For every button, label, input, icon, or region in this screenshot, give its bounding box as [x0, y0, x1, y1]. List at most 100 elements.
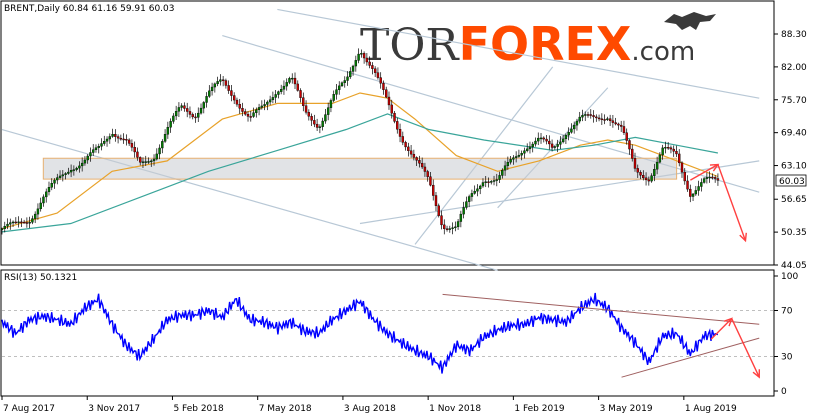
- y-tick-label: 88.30: [781, 30, 807, 40]
- candle-body: [97, 146, 100, 148]
- candle-body: [360, 53, 363, 55]
- candle-body: [183, 105, 186, 109]
- candle-body: [473, 190, 476, 194]
- candle-body: [50, 183, 53, 188]
- candle-body: [448, 228, 452, 230]
- candle-body: [186, 108, 189, 112]
- candle-body: [368, 61, 371, 66]
- candle-body: [310, 116, 313, 121]
- candle-body: [78, 165, 81, 169]
- candle-body: [658, 154, 662, 163]
- candle-body: [6, 223, 9, 227]
- trend-line: [497, 87, 609, 209]
- candle-body: [600, 118, 604, 121]
- candle-body: [611, 120, 615, 123]
- candle-body: [373, 68, 377, 73]
- candle-body: [584, 114, 587, 116]
- candle-body: [387, 96, 391, 106]
- candle-body: [58, 175, 62, 178]
- candle-body: [597, 117, 601, 120]
- candle-body: [0, 228, 4, 230]
- candle-body: [539, 137, 543, 140]
- candle-body: [25, 222, 29, 224]
- candle-body: [293, 77, 297, 85]
- candle-body: [285, 82, 288, 87]
- candle-body: [661, 147, 664, 156]
- candle-body: [711, 176, 714, 179]
- candle-body: [266, 101, 269, 105]
- candle-body: [382, 83, 385, 90]
- candle-body: [678, 153, 681, 164]
- candle-body: [64, 173, 67, 175]
- main-panel-frame: [0, 0, 775, 266]
- candle-body: [282, 85, 286, 90]
- candle-body: [537, 137, 540, 142]
- candle-body: [669, 147, 673, 150]
- candle-body: [191, 114, 194, 118]
- candle-body: [69, 170, 73, 173]
- candle-body: [304, 105, 308, 113]
- x-tick-label: 1 Aug 2019: [685, 404, 737, 414]
- x-tick-label: 7 May 2018: [259, 404, 312, 414]
- candle-body: [221, 79, 225, 81]
- candle-body: [451, 227, 454, 229]
- current-price-tag: 60.03: [775, 174, 807, 187]
- main-header: BRENT,Daily 60.84 61.16 59.91 60.03: [4, 4, 174, 14]
- candle-body: [503, 165, 507, 171]
- candle-body: [362, 53, 366, 59]
- candle-body: [437, 205, 440, 216]
- candle-body: [67, 171, 70, 174]
- candle-body: [255, 109, 258, 113]
- candle-body: [279, 89, 283, 92]
- candle-body: [11, 221, 15, 224]
- candle-body: [697, 186, 700, 191]
- candle-body: [92, 149, 95, 153]
- candle-body: [103, 141, 106, 144]
- candle-body: [617, 123, 620, 126]
- candle-body: [119, 137, 123, 140]
- candle-body: [542, 137, 545, 140]
- candle-body: [365, 57, 369, 63]
- candle-body: [396, 121, 399, 130]
- x-tick-label: 7 Aug 2017: [3, 404, 55, 414]
- candle-body: [22, 221, 26, 224]
- candle-body: [83, 159, 87, 164]
- candle-body: [205, 96, 208, 103]
- candle-body: [14, 221, 18, 224]
- candle-body: [326, 107, 330, 115]
- candle-body: [122, 138, 125, 141]
- rsi-tick-label: 100: [781, 272, 798, 282]
- candle-body: [390, 104, 393, 114]
- rsi-line: [1, 292, 760, 378]
- candle-body: [572, 124, 576, 130]
- candle-body: [567, 131, 570, 136]
- candle-body: [456, 221, 460, 228]
- candle-body: [133, 147, 136, 153]
- candle-body: [675, 151, 678, 155]
- candle-body: [252, 112, 255, 117]
- candle-body: [492, 180, 496, 182]
- candle-body: [111, 134, 114, 137]
- candle-body: [263, 104, 266, 107]
- candle-body: [559, 141, 562, 145]
- y-tick-label: 75.70: [781, 96, 807, 106]
- candle-body: [75, 167, 78, 170]
- candle-body: [639, 172, 642, 176]
- candle-body: [666, 147, 670, 149]
- candle-body: [329, 100, 333, 108]
- candle-body: [130, 143, 134, 148]
- rsi-header: RSI(13) 50.1321: [4, 273, 77, 283]
- candle-body: [664, 147, 667, 149]
- arrow-down-rsi: [731, 318, 761, 379]
- candle-body: [550, 143, 554, 148]
- candle-body: [412, 153, 416, 158]
- candle-body: [531, 143, 534, 147]
- candle-body: [595, 116, 598, 119]
- candle-body: [180, 105, 183, 108]
- candle-body: [581, 115, 584, 118]
- rsi-series: [1, 292, 719, 374]
- candle-body: [56, 177, 59, 181]
- candle-body: [534, 140, 537, 145]
- candle-body: [152, 158, 156, 162]
- candle-body: [45, 191, 48, 198]
